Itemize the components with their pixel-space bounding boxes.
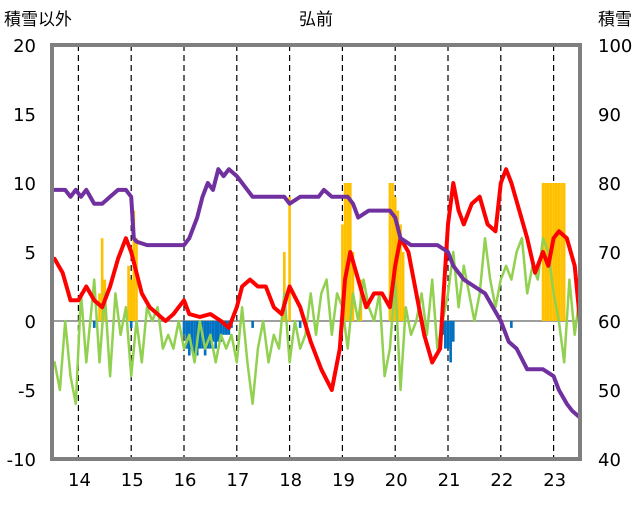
- x-tick-label: 17: [226, 470, 249, 491]
- lines-layer: [52, 167, 582, 420]
- orange-bar: [552, 183, 555, 321]
- blue-bar: [251, 321, 254, 328]
- orange-bar: [283, 252, 286, 321]
- chart-title: 弘前: [299, 10, 333, 30]
- orange-bar: [341, 224, 344, 321]
- blue-bar: [198, 321, 202, 349]
- orange-bar: [562, 183, 566, 321]
- left-axis-label: 積雪以外: [4, 10, 72, 30]
- left-tick-label: 5: [25, 243, 36, 264]
- right-tick-label: 100: [598, 36, 632, 57]
- right-tick-label: 50: [598, 381, 621, 402]
- blue-bar: [298, 321, 302, 328]
- x-tick-label: 22: [490, 470, 513, 491]
- orange-bar: [544, 183, 547, 321]
- left-tick-label: 10: [13, 174, 36, 195]
- orange-bar: [401, 252, 405, 321]
- orange-bar: [100, 238, 104, 321]
- orange-bar: [554, 183, 558, 321]
- x-tick-label: 20: [385, 470, 408, 491]
- blue-bar: [190, 321, 194, 349]
- x-tick-label: 15: [121, 470, 144, 491]
- right-tick-label: 80: [598, 174, 621, 195]
- blue-bar: [193, 321, 196, 356]
- x-tick-label: 19: [332, 470, 355, 491]
- plot-frame: [50, 43, 582, 461]
- bars-layer: [92, 183, 566, 363]
- right-tick-label: 60: [598, 312, 621, 333]
- left-tick-label: -10: [7, 450, 36, 471]
- orange-bar: [557, 183, 561, 321]
- orange-bar: [560, 183, 563, 321]
- blue-bar: [449, 321, 452, 363]
- blue-bar: [219, 321, 223, 342]
- blue-bar: [206, 321, 210, 349]
- blue-bar: [510, 321, 513, 328]
- x-tick-label: 18: [279, 470, 302, 491]
- blue-bar: [451, 321, 455, 342]
- orange-bar: [288, 196, 291, 321]
- right-tick-label: 90: [598, 105, 621, 126]
- orange-bar: [129, 279, 133, 321]
- x-tick-label: 21: [438, 470, 461, 491]
- red-series-line: [52, 167, 582, 392]
- blue-bar: [214, 321, 217, 349]
- grid-layer: [52, 45, 580, 459]
- orange-bar: [343, 183, 347, 321]
- blue-bar: [185, 321, 188, 349]
- blue-bar: [217, 321, 220, 342]
- green-series-line: [53, 236, 582, 406]
- x-tick-label: 14: [68, 470, 91, 491]
- right-tick-label: 70: [598, 243, 621, 264]
- orange-bar: [399, 224, 402, 321]
- left-tick-label: 15: [13, 105, 36, 126]
- left-tick-label: -5: [18, 381, 36, 402]
- orange-bar: [127, 265, 130, 321]
- blue-bar: [203, 321, 207, 356]
- blue-bar: [222, 321, 225, 335]
- orange-bar: [388, 183, 392, 321]
- orange-bar: [351, 252, 355, 321]
- right-axis-label: 積雪: [598, 10, 632, 30]
- blue-bar: [444, 321, 447, 349]
- blue-bar: [92, 321, 96, 328]
- right-tick-label: 40: [598, 450, 621, 471]
- left-tick-label: 0: [25, 312, 36, 333]
- x-tick-label: 23: [543, 470, 566, 491]
- blue-bar: [446, 321, 450, 349]
- blue-bar: [211, 321, 215, 342]
- x-tick-label: 16: [174, 470, 197, 491]
- left-tick-label: 20: [13, 36, 36, 57]
- orange-bar: [346, 183, 349, 321]
- purple-series-line: [52, 167, 582, 420]
- orange-bar: [391, 183, 394, 321]
- blue-bar: [129, 321, 133, 328]
- orange-bar: [396, 210, 400, 321]
- blue-bar: [182, 321, 186, 335]
